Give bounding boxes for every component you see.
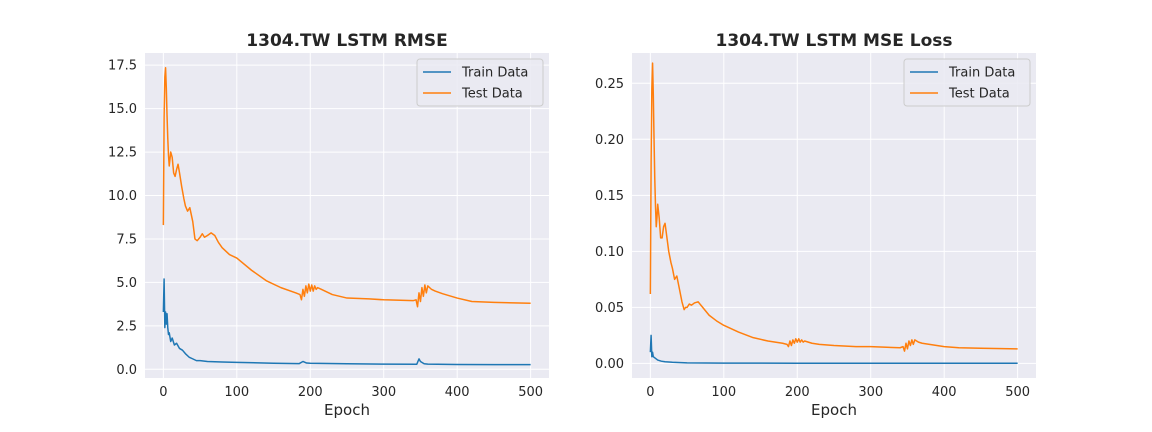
- y-tick-label: 0.05: [595, 301, 624, 316]
- x-tick-label: 500: [1005, 385, 1030, 400]
- y-tick-label: 7.5: [116, 232, 137, 247]
- chart-title: 1304.TW LSTM MSE Loss: [716, 31, 953, 51]
- y-tick-label: 0.20: [595, 133, 624, 148]
- legend-box: [903, 58, 1031, 107]
- legend-entry: Test Data: [461, 87, 523, 102]
- plot-area: [145, 53, 549, 378]
- test-data-line: [162, 67, 531, 308]
- test-data-line: [649, 62, 1018, 352]
- y-tick-label: 0.0: [116, 363, 137, 378]
- legend: Train Data Test Data: [416, 58, 544, 107]
- y-tick-label: 15.0: [108, 102, 137, 117]
- x-tick-label: 200: [785, 385, 810, 400]
- legend-entry: Test Data: [948, 87, 1010, 102]
- y-tick-label: 2.5: [116, 319, 137, 334]
- y-tick-label: 0.00: [595, 357, 624, 372]
- x-tick-label: 200: [298, 385, 323, 400]
- legend-entry: Train Data: [948, 66, 1015, 81]
- y-tick-label: 0.25: [595, 77, 624, 92]
- x-tick-label: 100: [711, 385, 736, 400]
- y-tick-label: 12.5: [108, 146, 137, 161]
- y-tick-label: 0.15: [595, 189, 624, 204]
- x-tick-label: 300: [371, 385, 396, 400]
- plot-area: [632, 53, 1036, 378]
- x-tick-label: 400: [445, 385, 470, 400]
- y-tick-label: 10.0: [108, 189, 137, 204]
- y-tick-label: 0.10: [595, 245, 624, 260]
- legend-box: [416, 58, 544, 107]
- x-tick-label: 400: [932, 385, 957, 400]
- rmse-chart: 0 100 200 300 400 500 0.0 2.5 5.0 7.5 10.0 12.5 15.0…: [108, 31, 549, 419]
- legend: Train Data Test Data: [903, 58, 1031, 107]
- y-tick-label: 5.0: [116, 276, 137, 291]
- x-tick-label: 0: [646, 385, 654, 400]
- x-tick-label: 300: [858, 385, 883, 400]
- y-tick-label: 17.5: [108, 59, 137, 74]
- grid: [145, 53, 549, 378]
- x-axis-label: Epoch: [811, 401, 857, 419]
- x-axis-label: Epoch: [324, 401, 370, 419]
- train-data-line: [649, 334, 1018, 364]
- x-tick-label: 500: [518, 385, 543, 400]
- mse-loss-chart: 0 100 200 300 400 500 0.00 0.05 0.10 0.15 0.20 0.25…: [595, 31, 1036, 419]
- x-tick-label: 0: [159, 385, 167, 400]
- chart-title: 1304.TW LSTM RMSE: [246, 31, 447, 51]
- x-tick-label: 100: [224, 385, 249, 400]
- legend-entry: Train Data: [461, 66, 528, 81]
- train-data-line: [162, 278, 531, 366]
